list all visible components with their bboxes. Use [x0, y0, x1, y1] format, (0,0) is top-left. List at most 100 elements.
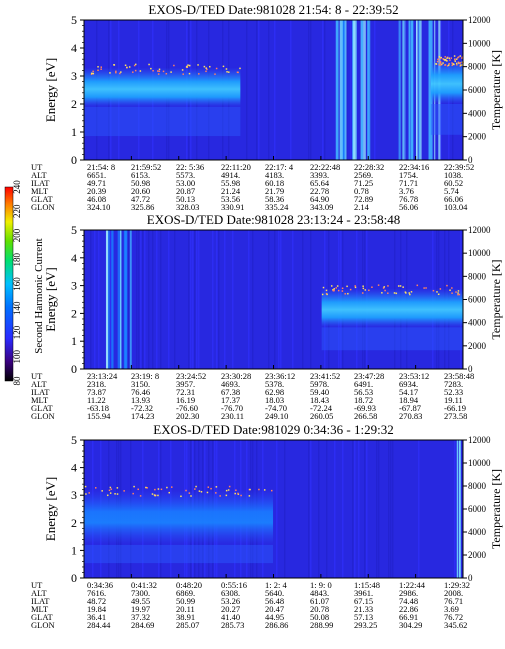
speckle — [344, 293, 346, 295]
ephemeris-cell: 52.33 — [444, 387, 463, 397]
ephemeris-cell: 53.56 — [221, 194, 240, 204]
ephemeris-cell: 23:58:48 — [444, 371, 474, 381]
ephemeris-row-label: GLAT — [31, 612, 54, 622]
ephemeris-cell: 0.78 — [354, 186, 369, 196]
speckle — [128, 66, 131, 68]
y-tick-label: 0 — [71, 571, 77, 585]
y-tick-label: 5 — [71, 433, 77, 447]
speckle — [330, 285, 333, 287]
speckle — [152, 69, 154, 72]
emission-stripe — [361, 20, 364, 160]
emission-stripe — [402, 20, 405, 160]
ephemeris-cell: -74.70 — [265, 403, 287, 413]
speckle — [258, 488, 260, 491]
ephemeris-table: UT 0:34:36 0:41:32 0:48:20 0:55:16 1: 2: 4 1: … — [31, 580, 470, 630]
colorbar-tick-label: 220 — [12, 204, 22, 218]
noise-stripe — [152, 230, 154, 369]
speckle — [210, 487, 212, 490]
ephemeris-cell: 22:39:52 — [444, 162, 474, 172]
emission-band-lower — [430, 104, 463, 135]
speckle — [194, 488, 196, 490]
speckle — [404, 291, 407, 293]
noise-stripe — [198, 230, 200, 369]
speckle — [395, 292, 398, 295]
y2-tick-label: 6000 — [468, 295, 487, 305]
speckle — [116, 493, 119, 495]
speckle — [440, 63, 443, 66]
ephemeris-cell: 18.94 — [399, 395, 419, 405]
ephemeris-cell: 56.06 — [399, 202, 418, 212]
speckle — [270, 489, 273, 492]
emission-stripe — [398, 20, 401, 160]
speckle — [158, 68, 161, 71]
speckle — [109, 72, 111, 74]
ephemeris-cell: 7300. — [131, 588, 150, 598]
speckle — [448, 62, 450, 65]
speckle — [453, 63, 455, 66]
speckle — [455, 58, 458, 60]
speckle — [416, 284, 419, 287]
ephemeris-cell: 19.97 — [131, 604, 150, 614]
panel-title: EXOS-D/TED Date:981029 0:34:36 - 1:29:32 — [153, 422, 393, 437]
colorbar-tick-label: 160 — [12, 277, 22, 291]
ephemeris-cell: 66.91 — [399, 612, 418, 622]
ephemeris-cell: 49.71 — [87, 178, 106, 188]
emission-stripe — [117, 230, 121, 369]
speckle — [399, 285, 402, 287]
y2-tick-label: 8000 — [468, 481, 487, 491]
ephemeris-cell: 13.93 — [131, 395, 150, 405]
speckle — [440, 64, 442, 66]
emission-stripe — [340, 20, 343, 160]
ephemeris-cell: 325.86 — [131, 202, 154, 212]
speckle — [225, 68, 228, 70]
y2-tick-label: 4000 — [468, 318, 487, 328]
ephemeris-row-label: GLAT — [31, 403, 54, 413]
speckle — [457, 56, 459, 59]
speckle — [180, 495, 182, 498]
speckle — [446, 57, 448, 59]
ephemeris-cell: 71.25 — [354, 178, 373, 188]
colorbar-label: Second Harmonic Current — [33, 238, 45, 353]
speckle — [439, 61, 442, 63]
ephemeris-cell: 23:41:52 — [310, 371, 340, 381]
noise-stripe — [232, 230, 234, 369]
speckle — [123, 490, 125, 492]
speckle — [206, 491, 209, 494]
y2-tick-label: 2000 — [468, 132, 487, 142]
speckle — [410, 291, 413, 293]
speckle — [91, 72, 93, 75]
noise-stripe — [322, 20, 324, 160]
noise-stripe — [138, 230, 140, 369]
speckle — [166, 486, 168, 489]
speckle — [162, 70, 165, 73]
noise-stripe — [110, 230, 112, 369]
speckle — [90, 73, 93, 76]
noise-stripe — [148, 230, 150, 369]
speckle — [337, 289, 340, 292]
speckle — [170, 71, 172, 73]
panel-title: EXOS-D/TED Date:981028 23:13:24 - 23:58:… — [147, 212, 400, 227]
ephemeris-cell: 1: 2: 4 — [265, 580, 287, 590]
speckle — [461, 56, 464, 58]
speckle — [126, 66, 128, 69]
ephemeris-cell: 284.69 — [131, 620, 154, 630]
y2-axis-label: Temperature [K] — [489, 469, 503, 549]
ephemeris-cell: 3393. — [310, 170, 329, 180]
ephemeris-cell: 76.78 — [399, 194, 418, 204]
speckle — [248, 495, 251, 497]
speckle — [225, 494, 228, 497]
speckle — [442, 58, 444, 60]
ephemeris-cell: 6491. — [354, 379, 373, 389]
ephemeris-cell: 55.98 — [221, 178, 240, 188]
emission-stripe — [363, 20, 366, 160]
speckle — [425, 287, 427, 289]
noise-stripe — [364, 440, 366, 578]
noise-stripe — [308, 440, 310, 578]
noise-stripe — [418, 440, 420, 578]
ephemeris-cell: 285.07 — [176, 620, 199, 630]
speckle — [227, 489, 230, 491]
speckle — [114, 493, 116, 495]
speckle — [173, 64, 175, 67]
y-tick-label: 0 — [71, 362, 77, 376]
speckle — [409, 293, 411, 296]
